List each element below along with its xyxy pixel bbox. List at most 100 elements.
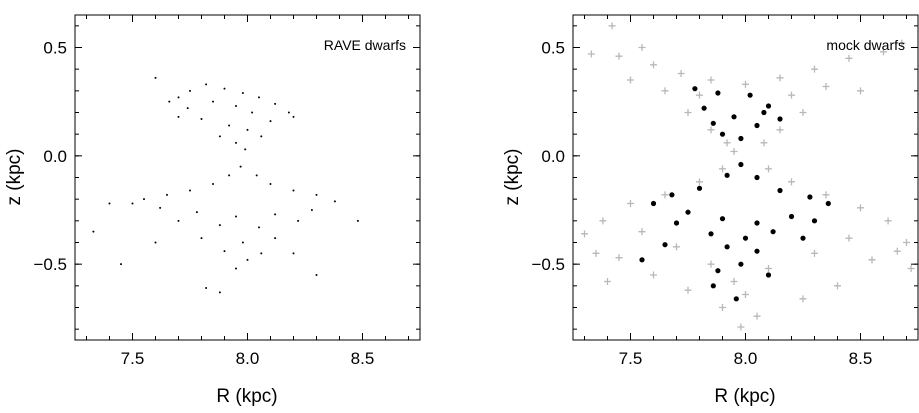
data-point: [274, 213, 277, 216]
data-point-plus: [753, 312, 761, 320]
data-point-plus: [627, 76, 634, 84]
data-point: [235, 105, 237, 107]
data-point-circle: [738, 261, 744, 267]
data-point: [189, 189, 191, 192]
data-point-circle: [742, 235, 749, 241]
data-point-plus: [684, 109, 692, 116]
data-point-plus: [730, 148, 738, 155]
data-point: [200, 118, 203, 120]
y-tick-label: 0.5: [541, 39, 565, 58]
data-point-square: [775, 175, 780, 180]
data-point: [356, 219, 359, 222]
data-point-circle: [747, 92, 753, 98]
data-point: [108, 202, 111, 205]
data-point: [246, 128, 249, 131]
data-point-circle: [754, 122, 760, 129]
y-axis-label: z (kpc): [502, 149, 523, 206]
data-point: [186, 107, 189, 110]
data-point-circle: [765, 103, 772, 109]
panel-rave-dwarfs: 7.5 8.0 8.5−0.50.00.5 RAVE dwarfs R (kpc) …: [4, 14, 421, 407]
data-point: [218, 291, 221, 294]
data-point: [315, 274, 318, 276]
data-point: [260, 252, 263, 255]
data-point: [166, 193, 168, 196]
data-point: [120, 263, 122, 266]
y-tick-label: 0.0: [43, 147, 67, 166]
data-layer: [92, 76, 359, 294]
data-point: [228, 174, 231, 177]
data-point-plus: [760, 139, 768, 147]
data-point: [177, 115, 180, 118]
data-point-circle: [669, 192, 675, 198]
data-point-plus: [723, 139, 731, 147]
data-point: [315, 193, 318, 196]
data-point-circle: [761, 109, 767, 116]
data-point: [205, 83, 208, 86]
data-point-circle: [710, 120, 716, 126]
data-point: [292, 189, 295, 192]
data-point: [260, 135, 263, 138]
data-point-plus: [903, 239, 910, 246]
data-point: [297, 219, 300, 222]
data-point: [251, 111, 254, 114]
data-point-circle: [754, 174, 760, 181]
data-point: [212, 100, 214, 103]
data-point: [274, 237, 277, 240]
data-point: [131, 202, 134, 205]
data-point: [143, 198, 145, 201]
data-point-plus: [765, 165, 772, 173]
data-point-circle: [719, 216, 726, 222]
data-point-plus: [845, 234, 853, 242]
data-point-plus: [811, 65, 818, 73]
data-point-plus: [638, 44, 646, 51]
data-point: [241, 92, 244, 94]
data-point: [168, 100, 171, 103]
data-point-circle: [696, 185, 703, 191]
x-tick-label: 7.5: [619, 349, 643, 368]
data-point-circle: [724, 244, 730, 250]
data-point-circle: [715, 268, 721, 274]
data-point-plus: [707, 126, 715, 134]
panel-mock-dwarfs: 7.5 8.0 8.5−0.50.00.5 mock dwarfs R (kpc) …: [502, 14, 919, 407]
data-point: [154, 241, 157, 244]
data-point: [205, 287, 208, 289]
data-point: [292, 252, 295, 255]
data-point-plus: [696, 91, 703, 99]
data-point-plus: [776, 74, 784, 82]
data-point: [218, 224, 221, 227]
data-point: [269, 183, 272, 185]
data-point-circle: [701, 105, 707, 111]
data-point-plus: [742, 291, 749, 298]
data-point: [244, 148, 247, 151]
data-point-circle: [811, 218, 818, 224]
data-point-plus: [845, 54, 853, 62]
data-point: [235, 141, 237, 144]
data-point-plus: [788, 178, 795, 186]
data-point: [241, 241, 244, 244]
x-tick-label: 7.5: [121, 349, 145, 368]
data-point: [274, 102, 277, 105]
data-point-plus: [650, 61, 657, 69]
data-point-plus: [581, 230, 588, 238]
data-point-plus: [776, 126, 784, 134]
data-point: [177, 219, 180, 222]
data-point: [287, 111, 290, 114]
x-tick-label: 8.5: [849, 349, 873, 368]
data-point-square: [715, 117, 720, 121]
data-point-plus: [650, 271, 657, 279]
data-point: [92, 230, 95, 233]
data-point-plus: [834, 282, 841, 290]
data-point: [159, 206, 162, 209]
data-point-circle: [807, 194, 813, 200]
data-point-plus: [592, 249, 600, 257]
data-point-plus: [799, 109, 807, 116]
data-point-plus: [604, 278, 611, 285]
data-point-plus: [822, 191, 830, 199]
data-point-plus: [673, 243, 680, 251]
data-point: [177, 96, 180, 99]
tick-layer: 7.5 8.0 8.5 −0.5 0.0 0.5: [531, 15, 918, 368]
data-point: [235, 215, 237, 218]
data-point-plus: [880, 48, 887, 56]
data-point-plus: [811, 249, 818, 257]
